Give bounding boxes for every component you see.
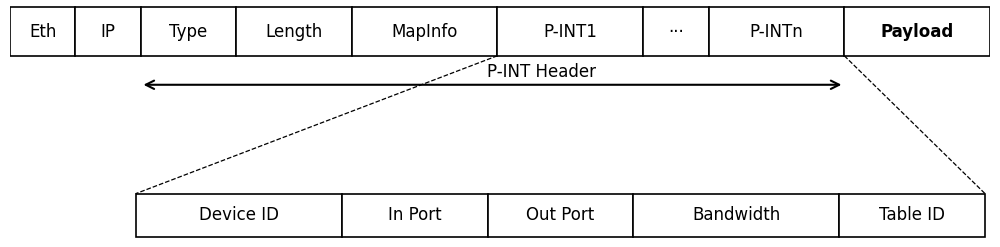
Text: MapInfo: MapInfo <box>391 22 458 41</box>
Text: Bandwidth: Bandwidth <box>692 206 780 225</box>
Bar <box>844 7 990 56</box>
Bar <box>352 7 497 56</box>
Text: Eth: Eth <box>29 22 56 41</box>
Text: Type: Type <box>169 22 208 41</box>
Text: P-INT Header: P-INT Header <box>487 63 596 81</box>
Bar <box>709 7 844 56</box>
Bar <box>497 7 643 56</box>
Text: P-INT1: P-INT1 <box>543 22 597 41</box>
Bar <box>136 194 342 237</box>
Text: P-INTn: P-INTn <box>750 22 803 41</box>
Text: ···: ··· <box>668 22 684 41</box>
Text: In Port: In Port <box>388 206 442 225</box>
Bar <box>643 7 709 56</box>
Bar <box>342 194 488 237</box>
Bar <box>141 7 236 56</box>
Bar <box>10 7 75 56</box>
Bar <box>488 194 633 237</box>
Text: Device ID: Device ID <box>199 206 279 225</box>
Text: Out Port: Out Port <box>526 206 594 225</box>
Bar <box>75 7 141 56</box>
Bar <box>839 194 985 237</box>
Text: IP: IP <box>100 22 116 41</box>
Text: Table ID: Table ID <box>879 206 945 225</box>
Text: Payload: Payload <box>881 22 954 41</box>
Text: Length: Length <box>265 22 323 41</box>
Bar <box>633 194 839 237</box>
Bar <box>236 7 352 56</box>
